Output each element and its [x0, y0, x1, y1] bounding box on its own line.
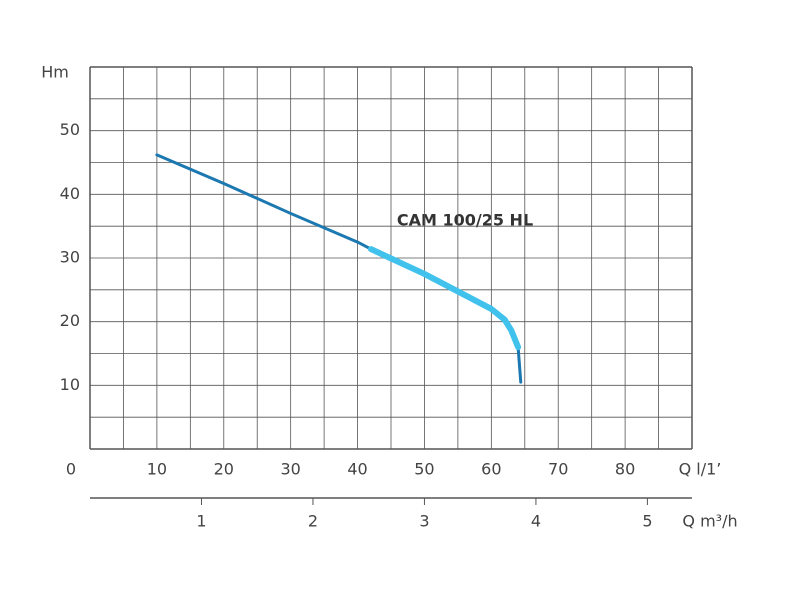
y-tick-label: 10 — [60, 375, 80, 394]
x-tick-label: 10 — [147, 460, 167, 479]
x-tick-label: 40 — [347, 460, 367, 479]
x2-axis-label: Q m³/h — [682, 512, 737, 531]
x2-tick-label: 5 — [642, 512, 652, 531]
y-tick-label: 50 — [60, 120, 80, 139]
curve-label: CAM 100/25 HL — [397, 211, 533, 230]
x2-tick-label: 4 — [531, 512, 541, 531]
x-tick-label: 80 — [615, 460, 635, 479]
x-axis-label: Q l/1’ — [679, 460, 722, 479]
y-axis-label: Hm — [41, 63, 69, 82]
x-tick-label: 70 — [548, 460, 568, 479]
curve — [367, 246, 522, 351]
y-tick-label: 40 — [60, 184, 80, 203]
x2-tick-label: 2 — [308, 512, 318, 531]
x-tick-label: 0 — [66, 460, 76, 479]
x-tick-label: 20 — [214, 460, 234, 479]
y-tick-label: 30 — [60, 248, 80, 267]
x-tick-label: 60 — [481, 460, 501, 479]
x2-tick-label: 1 — [196, 512, 206, 531]
x-tick-label: 30 — [280, 460, 300, 479]
y-tick-label: 20 — [60, 311, 80, 330]
x-tick-label: 50 — [414, 460, 434, 479]
x2-tick-label: 3 — [419, 512, 429, 531]
curve — [155, 153, 523, 384]
